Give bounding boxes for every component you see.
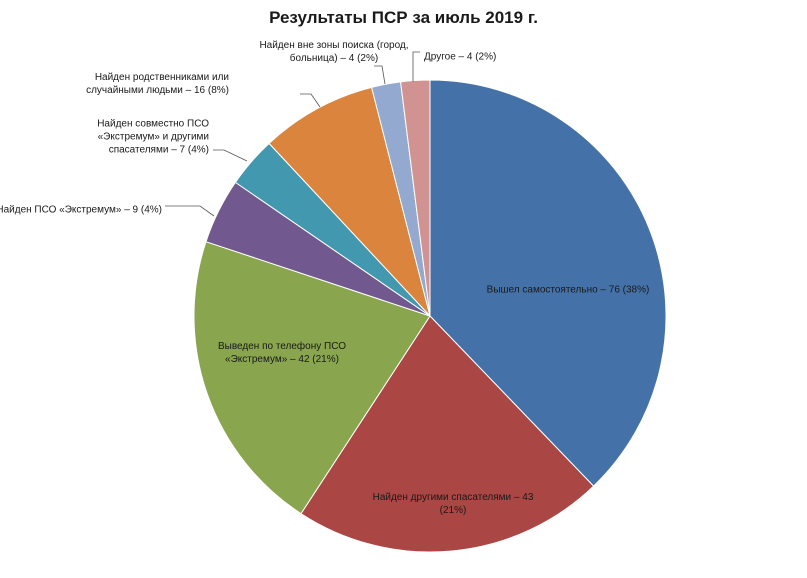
- slice-label: Найден ПСО «Экстремум» – 9 (4%): [0, 205, 162, 216]
- pie-slice: [300, 315, 595, 553]
- chart-title: Результаты ПСР за июль 2019 г.: [269, 8, 538, 27]
- pie-slice: [429, 79, 667, 487]
- slice-label: Выведен по телефону ПСО «Экстремум» – 42 …: [218, 340, 346, 365]
- leader-line: [300, 93, 321, 108]
- slice-label: Другое – 4 (2%): [424, 52, 496, 63]
- slice-label: Найден другими спасателями – 43 (21%): [373, 492, 534, 516]
- pie-slice: [268, 86, 431, 317]
- pie-slice: [193, 241, 431, 515]
- leader-line: [213, 149, 248, 162]
- leader-line: [165, 205, 215, 217]
- pie-slice: [400, 79, 431, 317]
- slice-label: Найден совместно ПСО «Экстремум» и другим…: [97, 119, 209, 156]
- slice-label: Найден вне зоны поиска (город, больница) …: [259, 40, 408, 64]
- slice-label: Вышел самостоятельно – 76 (38%): [487, 285, 650, 296]
- leader-line: [412, 51, 420, 82]
- slice-label: Найден родственниками или случайными людь…: [86, 72, 229, 96]
- leader-line: [374, 65, 386, 85]
